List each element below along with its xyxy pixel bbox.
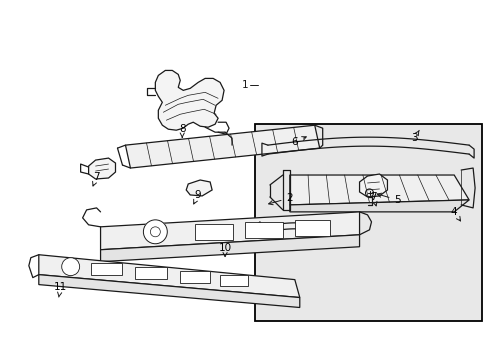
Text: 10: 10 — [218, 243, 231, 257]
Bar — [135, 267, 167, 279]
Circle shape — [143, 220, 167, 244]
Text: 9: 9 — [193, 190, 201, 204]
Bar — [220, 275, 247, 285]
Bar — [90, 263, 122, 275]
Polygon shape — [39, 255, 299, 298]
Text: 11: 11 — [54, 282, 67, 297]
Text: 1: 1 — [241, 80, 247, 90]
Text: 7: 7 — [369, 192, 376, 206]
Bar — [254, 124, 481, 321]
Polygon shape — [125, 125, 319, 168]
Polygon shape — [186, 180, 212, 196]
Polygon shape — [289, 200, 468, 212]
Circle shape — [61, 258, 80, 276]
Text: 3: 3 — [410, 130, 418, 143]
Polygon shape — [155, 71, 224, 130]
Polygon shape — [359, 174, 386, 197]
Text: 4: 4 — [450, 207, 460, 221]
Polygon shape — [88, 158, 115, 179]
Text: 5: 5 — [376, 193, 400, 205]
Polygon shape — [101, 212, 359, 250]
Bar — [180, 271, 210, 283]
Text: 7: 7 — [92, 172, 100, 186]
Bar — [294, 220, 329, 236]
Text: 8: 8 — [179, 124, 185, 137]
Bar — [195, 224, 233, 240]
Bar — [244, 222, 282, 238]
Polygon shape — [39, 275, 299, 307]
Text: 6: 6 — [291, 137, 305, 147]
Text: 2: 2 — [268, 193, 292, 205]
Polygon shape — [289, 175, 468, 205]
Polygon shape — [101, 235, 359, 262]
